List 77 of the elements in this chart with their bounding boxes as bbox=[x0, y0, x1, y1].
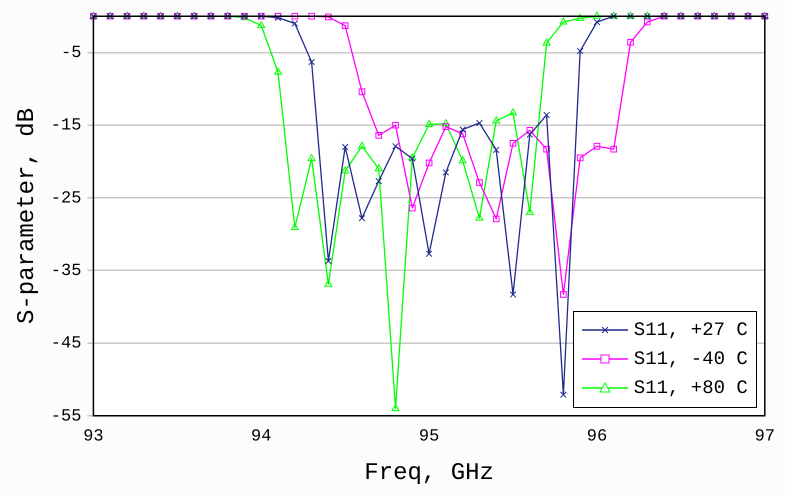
point bbox=[592, 12, 601, 19]
y-tick-label: -5 bbox=[61, 44, 82, 64]
point bbox=[308, 12, 315, 20]
point bbox=[442, 123, 450, 130]
point bbox=[510, 291, 516, 298]
point bbox=[342, 22, 349, 29]
point bbox=[408, 155, 416, 162]
point bbox=[408, 204, 416, 212]
point bbox=[358, 88, 366, 96]
point bbox=[342, 144, 349, 150]
point bbox=[594, 18, 600, 26]
point bbox=[425, 120, 434, 127]
point bbox=[324, 280, 332, 287]
point bbox=[392, 122, 399, 129]
point bbox=[476, 179, 483, 186]
point bbox=[542, 38, 551, 46]
y-tick-label: -25 bbox=[50, 189, 82, 208]
point bbox=[576, 14, 584, 21]
point bbox=[257, 21, 266, 28]
point bbox=[560, 291, 567, 298]
point bbox=[627, 39, 634, 46]
x-tick-label: 94 bbox=[251, 428, 272, 446]
point bbox=[526, 208, 534, 215]
y-axis-title: S-parameter, dB bbox=[14, 108, 41, 324]
point bbox=[459, 126, 466, 133]
point bbox=[526, 131, 534, 138]
point bbox=[392, 404, 400, 412]
point bbox=[308, 154, 316, 162]
point bbox=[290, 223, 299, 230]
point bbox=[594, 142, 600, 150]
point bbox=[492, 216, 500, 222]
point bbox=[475, 214, 484, 221]
point bbox=[476, 120, 483, 126]
point bbox=[442, 119, 450, 126]
x-axis-title: Freq, GHz bbox=[364, 460, 494, 487]
x-tick-label: 93 bbox=[83, 428, 104, 446]
x-tick-label: 96 bbox=[586, 428, 608, 446]
point bbox=[576, 48, 584, 54]
point bbox=[543, 146, 550, 152]
point bbox=[325, 14, 332, 20]
point bbox=[291, 12, 298, 20]
legend-label: S11, +80 C bbox=[634, 377, 748, 400]
point bbox=[492, 116, 500, 124]
point bbox=[510, 140, 516, 147]
point bbox=[442, 169, 450, 176]
point bbox=[325, 258, 332, 264]
point bbox=[644, 18, 651, 26]
y-tick-label: -15 bbox=[50, 116, 82, 136]
y-tick-label: -45 bbox=[50, 334, 82, 354]
point bbox=[374, 164, 383, 172]
point bbox=[308, 58, 315, 66]
point bbox=[426, 250, 432, 258]
point bbox=[459, 130, 466, 138]
point bbox=[375, 178, 382, 184]
point bbox=[492, 146, 500, 154]
point bbox=[543, 112, 550, 118]
point bbox=[560, 391, 567, 398]
point bbox=[375, 132, 382, 139]
x-tick-label: 95 bbox=[418, 428, 440, 446]
point bbox=[526, 126, 534, 134]
point bbox=[392, 142, 399, 150]
point bbox=[274, 68, 282, 75]
point bbox=[576, 154, 584, 162]
point bbox=[291, 20, 298, 27]
y-tick-label: -55 bbox=[50, 407, 82, 426]
y-tick-label: -35 bbox=[50, 262, 82, 281]
point bbox=[358, 142, 366, 149]
point bbox=[358, 214, 366, 222]
point bbox=[426, 160, 432, 166]
legend-label: S11, +27 C bbox=[634, 319, 748, 342]
legend-label: S11, -40 C bbox=[634, 348, 748, 370]
x-tick-label: 97 bbox=[754, 428, 775, 446]
point bbox=[610, 146, 618, 152]
point bbox=[559, 18, 568, 25]
point bbox=[458, 156, 467, 164]
point bbox=[341, 166, 350, 174]
point bbox=[509, 108, 517, 116]
